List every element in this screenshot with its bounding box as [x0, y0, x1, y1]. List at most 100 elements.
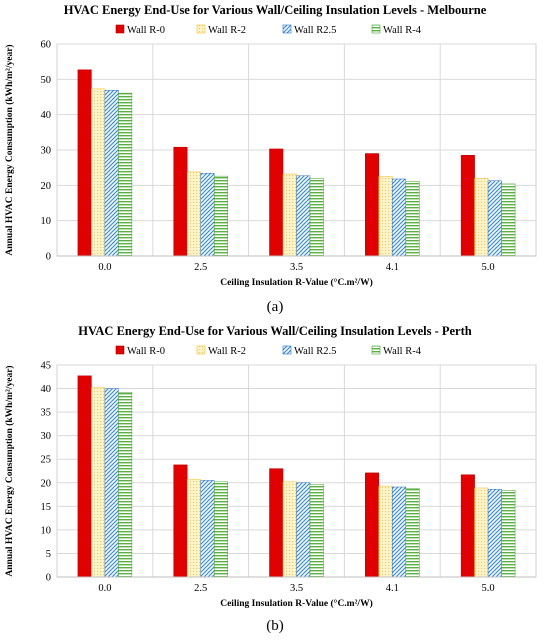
x-tick-label: 0.0 [98, 583, 111, 594]
bar [296, 175, 311, 257]
bar [269, 148, 284, 257]
legend-item: Wall R-0 [115, 345, 165, 357]
bar [296, 482, 311, 578]
y-tick-label: 10 [41, 216, 52, 227]
x-axis-label: Ceiling Insulation R-Value (°C.m²/W) [220, 277, 373, 288]
chart-panel-perth: HVAC Energy End-Use for Various Wall/Cei… [0, 321, 550, 642]
legend-label: Wall R-0 [127, 346, 165, 357]
legend-swatch [282, 345, 292, 355]
bar [173, 464, 188, 578]
y-tick-label: 0 [46, 252, 51, 263]
x-tick-label: 3.5 [290, 262, 303, 273]
y-tick-label: 15 [41, 502, 52, 513]
legend-swatch [196, 345, 206, 355]
bar [91, 88, 106, 257]
legend-item: Wall R-4 [371, 345, 422, 357]
bar [77, 69, 92, 257]
x-tick-label: 0.0 [98, 262, 111, 273]
bar [213, 481, 228, 578]
bar [392, 178, 407, 257]
bar [213, 175, 228, 257]
chart-title: HVAC Energy End-Use for Various Wall/Cei… [64, 3, 487, 17]
y-tick-label: 40 [41, 384, 52, 395]
y-axis-label: Annual HVAC Energy Consumption (kWh/m²/y… [4, 44, 15, 255]
legend-item: Wall R-4 [371, 24, 422, 36]
legend-swatch [115, 345, 125, 355]
bar [104, 90, 119, 257]
bar [282, 173, 297, 257]
bar [365, 153, 380, 257]
x-tick-label: 4.1 [386, 262, 399, 273]
y-tick-label: 40 [41, 110, 52, 121]
legend-item: Wall R-0 [115, 24, 165, 36]
legend-item: Wall R2.5 [282, 345, 336, 357]
y-tick-label: 20 [41, 478, 52, 489]
x-tick-label: 4.1 [386, 583, 399, 594]
bar [474, 487, 489, 578]
y-tick-label: 45 [41, 361, 52, 372]
caption-b: (b) [266, 618, 284, 634]
bar [501, 490, 516, 578]
legend-label: Wall R-0 [127, 25, 165, 36]
bar [474, 178, 489, 257]
bar [309, 484, 324, 578]
x-tick-label: 5.0 [482, 262, 495, 273]
chart-melbourne: HVAC Energy End-Use for Various Wall/Cei… [4, 3, 537, 288]
bar [118, 92, 133, 257]
bar [460, 474, 475, 578]
x-axis-label: Ceiling Insulation R-Value (°C.m²/W) [220, 598, 373, 609]
y-tick-label: 30 [41, 146, 52, 157]
y-tick-label: 30 [41, 431, 52, 442]
bar [487, 180, 502, 257]
bar [487, 489, 502, 578]
y-tick-label: 35 [41, 408, 52, 419]
bar [460, 155, 475, 257]
y-tick-label: 20 [41, 181, 52, 192]
bar [309, 178, 324, 257]
bar [269, 468, 284, 578]
bar [378, 485, 393, 578]
bar [91, 387, 106, 578]
chart-perth: HVAC Energy End-Use for Various Wall/Cei… [4, 324, 537, 609]
legend-label: Wall R-4 [383, 25, 422, 36]
y-tick-label: 5 [46, 549, 51, 560]
bar [186, 479, 201, 578]
x-tick-label: 2.5 [194, 262, 207, 273]
legend-label: Wall R-4 [383, 346, 422, 357]
legend-swatch [371, 345, 381, 355]
bar [405, 488, 420, 578]
bar [186, 171, 201, 257]
legend-swatch [371, 24, 381, 34]
bar [378, 176, 393, 257]
bar [501, 183, 516, 257]
y-tick-label: 10 [41, 525, 52, 536]
legend-swatch [196, 24, 206, 34]
y-tick-label: 50 [41, 75, 52, 86]
x-tick-label: 5.0 [482, 583, 495, 594]
bar [104, 388, 119, 578]
chart-panel-melbourne: HVAC Energy End-Use for Various Wall/Cei… [4, 3, 537, 315]
legend-item: Wall R2.5 [282, 24, 336, 36]
y-tick-label: 0 [46, 573, 51, 584]
x-tick-label: 3.5 [290, 583, 303, 594]
bar [173, 146, 188, 257]
bar [282, 481, 297, 578]
x-tick-label: 2.5 [194, 583, 207, 594]
legend-item: Wall R-2 [196, 345, 246, 357]
bar [118, 392, 133, 578]
bar [392, 486, 407, 578]
legend-swatch [115, 24, 125, 34]
bar [77, 375, 92, 578]
y-tick-label: 25 [41, 455, 52, 466]
legend-label: Wall R-2 [208, 25, 246, 36]
legend-item: Wall R-2 [196, 24, 246, 36]
chart-title: HVAC Energy End-Use for Various Wall/Cei… [78, 324, 471, 338]
bar [405, 181, 420, 257]
y-axis-label: Annual HVAC Energy Consumption (kWh/m²/y… [4, 365, 15, 576]
bar [365, 472, 380, 578]
bar [200, 480, 215, 578]
legend-label: Wall R-2 [208, 346, 246, 357]
bar [200, 173, 215, 257]
caption-a: (a) [266, 299, 284, 315]
legend-label: Wall R2.5 [294, 346, 336, 357]
